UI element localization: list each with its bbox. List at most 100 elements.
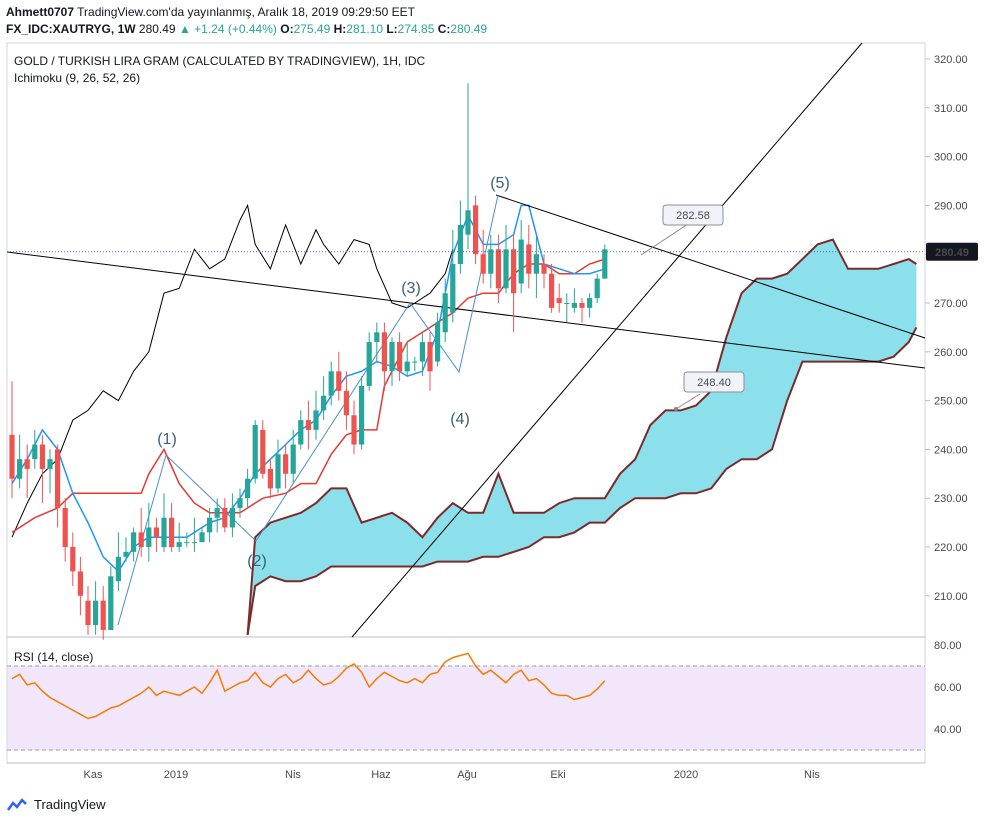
candle-body <box>305 420 311 430</box>
publish-date: TradingView.com'da yayınlanmış, Aralık 1… <box>77 5 415 19</box>
candle-body <box>85 600 91 626</box>
wave-label-3[interactable]: (3) <box>401 280 421 297</box>
candle <box>153 517 159 552</box>
candle <box>62 498 68 562</box>
wave-label-1[interactable]: (1) <box>157 431 177 448</box>
falling-trendline[interactable] <box>495 194 926 339</box>
price-callout-upper[interactable]: 282.58 <box>640 204 724 256</box>
wave-labels: (1) (2) (3) (4) (5) <box>157 175 510 570</box>
brand-name: TradingView <box>34 797 106 812</box>
price-tick-label: 290.00 <box>934 200 968 212</box>
candle-body <box>397 342 403 372</box>
candle <box>85 586 91 635</box>
elliott-wave-path[interactable] <box>117 194 499 626</box>
candle <box>100 586 106 640</box>
candle <box>556 283 562 313</box>
ichimoku-legend[interactable]: Ichimoku (9, 26, 52, 26) <box>14 71 140 85</box>
candle <box>245 468 251 508</box>
candle-body <box>579 303 585 308</box>
price-tick-label: 310.00 <box>934 103 968 115</box>
candle-body <box>199 532 205 543</box>
candle <box>518 220 524 294</box>
candle-body <box>93 600 99 626</box>
candle <box>290 429 296 484</box>
rising-trendline[interactable] <box>351 42 863 638</box>
price-tick-label: 260.00 <box>934 347 968 359</box>
candle <box>480 229 486 284</box>
candle <box>70 532 76 587</box>
candle-body <box>62 507 68 547</box>
candle <box>412 356 418 372</box>
candle <box>283 444 289 489</box>
wave-label-5[interactable]: (5) <box>490 175 510 192</box>
candle-body <box>412 361 418 363</box>
candle-body <box>245 478 251 499</box>
rsi-axis[interactable]: 40.00 60.00 80.00 <box>934 640 962 736</box>
trendline-drawings[interactable] <box>6 42 926 638</box>
candle <box>549 263 555 313</box>
rsi-tick-label: 60.00 <box>934 682 962 694</box>
candle <box>427 332 433 391</box>
wave-label-2[interactable]: (2) <box>247 553 267 570</box>
candle <box>343 371 349 430</box>
candle-body <box>564 303 570 304</box>
lagging-span <box>11 203 454 538</box>
candle <box>321 376 327 421</box>
candle <box>298 410 304 450</box>
candle-body <box>229 507 235 528</box>
candle-body <box>47 459 53 469</box>
candle-body <box>503 249 509 289</box>
candle <box>77 556 83 616</box>
candle-body <box>260 429 266 474</box>
time-axis[interactable]: Kas 2019 Nis Haz Ağu Eki 2020 Nis <box>84 769 821 781</box>
candle <box>24 444 30 499</box>
price-callout-lower[interactable]: 248.40 <box>674 371 745 411</box>
price-axis[interactable]: 210.00 220.00 230.00 240.00 250.00 260.00 270.… <box>925 54 968 603</box>
price-tick-label: 320.00 <box>934 54 968 66</box>
candle-body <box>465 210 471 235</box>
candle <box>115 532 121 591</box>
author-name[interactable]: Ahmett0707 <box>6 5 75 19</box>
candle <box>533 234 539 299</box>
candle <box>503 224 509 294</box>
candle <box>374 322 380 362</box>
rsi-legend[interactable]: RSI (14, close) <box>14 650 93 664</box>
candle-body <box>290 444 296 474</box>
last-price-badge-box <box>926 242 978 261</box>
time-tick-label: Ağu <box>457 769 477 781</box>
candle <box>404 342 410 377</box>
base-line <box>11 258 606 534</box>
candle-body <box>435 322 441 362</box>
footer-brand[interactable]: TradingView <box>6 797 106 812</box>
candle-body <box>336 371 342 391</box>
candle <box>252 420 258 484</box>
candle <box>260 420 266 479</box>
candle-body <box>359 385 365 445</box>
candle-body <box>526 244 532 274</box>
candle <box>9 381 15 499</box>
candle-body <box>473 205 479 255</box>
price-tick-label: 210.00 <box>934 591 968 603</box>
candle <box>32 429 38 469</box>
symbol-label[interactable]: FX_IDC:XAUTRYG, 1W <box>6 22 136 36</box>
support-trendline[interactable] <box>6 251 926 369</box>
time-tick-label: Kas <box>84 769 103 781</box>
candle-body <box>518 239 524 284</box>
time-tick-label: 2019 <box>164 769 188 781</box>
candle-body <box>207 517 213 533</box>
high-value: 281.10 <box>346 22 383 36</box>
quote-line: FX_IDC:XAUTRYG, 1W 280.49 ▲ +1.24 (+0.44… <box>6 21 487 38</box>
candle-body <box>442 293 448 333</box>
candle-body <box>298 420 304 445</box>
candle-body <box>495 249 501 289</box>
wave-label-4[interactable]: (4) <box>450 411 470 428</box>
candle <box>199 527 205 543</box>
candle-body <box>313 410 319 430</box>
candle <box>229 493 235 538</box>
candle-body <box>32 444 38 460</box>
candle-body <box>374 332 380 343</box>
candle <box>457 200 463 274</box>
chart-header: Ahmett0707 TradingView.com'da yayınlanmı… <box>6 4 487 38</box>
time-tick-label: 2020 <box>674 769 698 781</box>
